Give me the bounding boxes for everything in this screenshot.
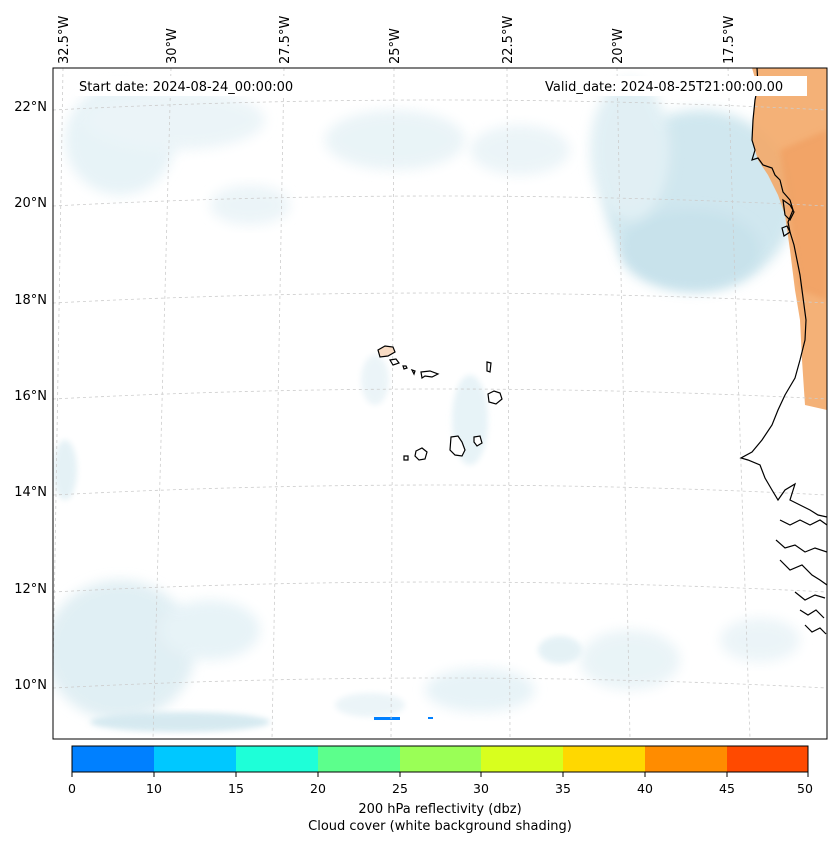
colorbar-tick-label: 45 — [719, 781, 735, 796]
lon-tick-label: 30°W — [165, 28, 180, 64]
colorbar-tick-label: 10 — [146, 781, 162, 796]
lat-tick-label: 18°N — [14, 293, 47, 308]
cloud-patch — [425, 668, 535, 712]
coastal-inlet — [781, 198, 795, 237]
meridian-32-5w — [53, 68, 64, 703]
start-date-label: Start date: 2024-08-24_00:00:00 — [79, 80, 293, 95]
meridian-30w — [152, 68, 172, 739]
colorbar-segment — [72, 746, 154, 772]
cloud-patch — [53, 580, 195, 720]
lat-tick-label: 16°N — [14, 389, 47, 404]
parallel-14n — [53, 484, 827, 496]
island-santa-luzia — [402, 365, 408, 370]
meridian-25w — [390, 68, 395, 739]
colorbar-tick-label: 30 — [473, 781, 489, 796]
parallel-16n — [53, 388, 827, 400]
colorbar-tick-label: 25 — [392, 781, 408, 796]
meridian-17-5w — [727, 68, 751, 739]
island-santiago — [449, 435, 466, 457]
map-frame — [52, 67, 828, 740]
island-sao-vicente — [389, 358, 400, 366]
colorbar-subtitle: Cloud cover (white background shading) — [308, 819, 572, 834]
reflectivity-shading — [780, 130, 827, 300]
lat-tick-label: 10°N — [14, 678, 47, 693]
cloud-patch — [470, 125, 570, 175]
colorbar-tick-label: 50 — [797, 781, 813, 796]
cloud-patch — [53, 440, 77, 500]
cape-verde-islands — [377, 345, 503, 461]
island-fogo — [414, 447, 428, 461]
colorbar-tick-label: 0 — [68, 781, 76, 796]
lat-tick-label: 20°N — [14, 196, 47, 211]
colorbar-tick-label: 35 — [555, 781, 571, 796]
island-boa-vista — [487, 390, 503, 405]
colorbar-ticks — [71, 772, 809, 777]
parallel-12n — [53, 581, 827, 593]
colorbar-tick-label: 20 — [310, 781, 326, 796]
meridian-22-5w — [506, 68, 511, 739]
cloud-patch — [90, 712, 270, 732]
reflectivity-blob — [428, 717, 433, 719]
colorbar-tick-label: 40 — [637, 781, 653, 796]
lat-tick-label: 12°N — [14, 582, 47, 597]
cloud-patch — [720, 618, 800, 662]
cloud-patch — [210, 185, 290, 225]
coastline — [739, 68, 827, 635]
colorbar-segment — [645, 746, 727, 772]
lon-tick-label: 17.5°W — [722, 16, 737, 64]
parallel-18n — [53, 292, 827, 304]
start-label-box — [75, 76, 310, 96]
parallel-20n — [53, 195, 827, 207]
lat-tick-label: 22°N — [14, 100, 47, 115]
meridian-20w — [616, 68, 631, 739]
valid-date-label: Valid_date: 2024-08-25T21:00:00.00 — [545, 80, 783, 95]
cloud-cover-shading — [53, 80, 800, 732]
colorbar-segment — [236, 746, 318, 772]
cloud-patch — [85, 90, 265, 150]
island-brava — [403, 455, 409, 461]
island-sal — [486, 361, 492, 373]
lon-tick-label: 32.5°W — [57, 16, 72, 64]
cloud-patch — [590, 80, 670, 220]
lon-tick-label: 22.5°W — [501, 16, 516, 64]
colorbar-segment — [400, 746, 481, 772]
island-sao-nicolau — [420, 370, 440, 380]
lon-tick-label: 25°W — [388, 28, 403, 64]
cloud-patch — [325, 110, 465, 170]
colorbar-tick-label: 15 — [228, 781, 244, 796]
cloud-patch — [580, 630, 680, 690]
valid-label-box — [540, 76, 807, 96]
colorbar-segment — [481, 746, 563, 772]
cloud-patch — [538, 636, 582, 664]
island-maio — [473, 435, 483, 447]
colorbar-title: 200 hPa reflectivity (dbz) — [358, 802, 521, 817]
colorbar: 0 10 15 20 25 30 35 40 45 50 200 hPa ref… — [68, 745, 813, 834]
cloud-patch — [620, 210, 760, 290]
cloud-patch — [361, 355, 389, 405]
longitude-labels: 32.5°W 30°W 27.5°W 25°W 22.5°W 20°W 17.5… — [57, 16, 737, 64]
colorbar-segment — [154, 746, 236, 772]
meridian-27-5w — [271, 68, 285, 739]
latitude-labels: 22°N 20°N 18°N 16°N 14°N 12°N 10°N — [14, 100, 47, 693]
reflectivity-blob — [374, 717, 400, 720]
lon-tick-label: 20°W — [611, 28, 626, 64]
lat-tick-label: 14°N — [14, 485, 47, 500]
cloud-patch — [335, 693, 405, 717]
colorbar-segment — [727, 746, 808, 772]
island-santo-antao — [377, 345, 396, 358]
graticule — [53, 68, 827, 739]
colorbar-segment — [318, 746, 400, 772]
island-islet — [410, 368, 416, 376]
parallel-10n — [53, 677, 827, 689]
guinea-coastline — [775, 519, 827, 635]
africa-coastline — [739, 68, 827, 518]
cloud-patch — [160, 600, 260, 660]
colorbar-segment — [563, 746, 645, 772]
parallel-22n — [53, 99, 827, 111]
colorbar-frame — [71, 745, 809, 773]
lon-tick-label: 27.5°W — [278, 16, 293, 64]
map-content — [53, 68, 827, 739]
